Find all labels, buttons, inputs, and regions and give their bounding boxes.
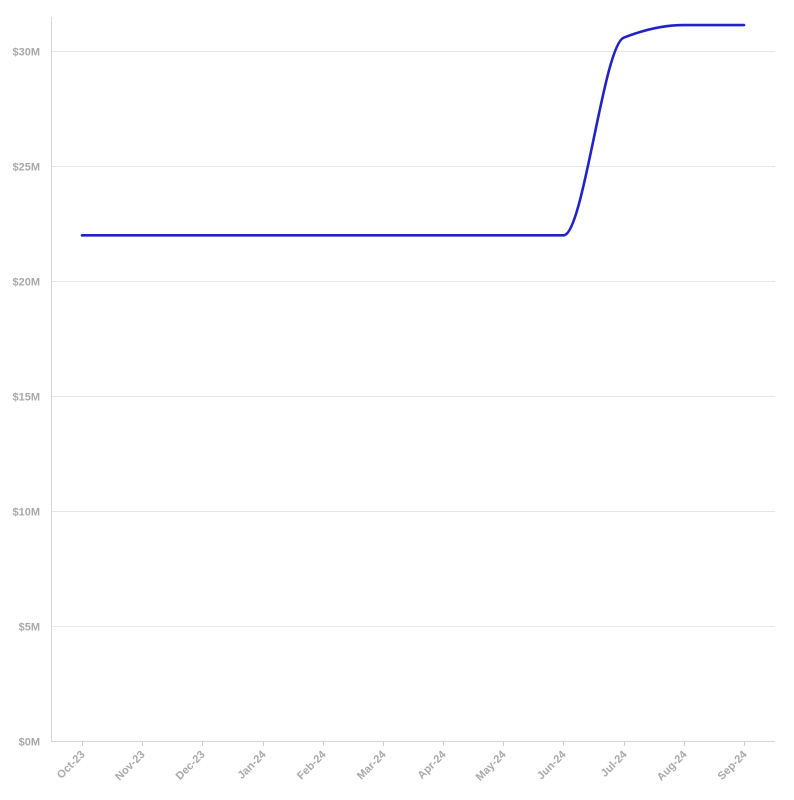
x-tick-label: Feb-24 bbox=[295, 748, 329, 782]
label-layer: $0M $5M $10M $15M $20M $25M $30M Oct-23 Nov-23 De… bbox=[12, 47, 750, 784]
x-tick-label: Jul-24 bbox=[599, 748, 631, 780]
x-tick-label: Jun-24 bbox=[535, 748, 569, 782]
x-tick-label: Nov-23 bbox=[113, 749, 147, 783]
grid-layer bbox=[51, 51, 775, 627]
y-tick-label: $0M bbox=[19, 737, 40, 749]
y-tick-label: $15M bbox=[12, 392, 40, 404]
series-line bbox=[80, 23, 746, 237]
y-tick-label: $25M bbox=[12, 162, 40, 174]
y-tick-label: $5M bbox=[19, 622, 40, 634]
axis-layer bbox=[51, 17, 775, 746]
x-tick-label: Oct-23 bbox=[55, 749, 88, 782]
x-tick-label: Apr-24 bbox=[415, 748, 449, 782]
x-tick-label: Jan-24 bbox=[235, 748, 269, 782]
y-tick-label: $30M bbox=[12, 47, 40, 59]
x-tick-label: May-24 bbox=[474, 748, 509, 783]
y-tick-label: $10M bbox=[12, 507, 40, 519]
y-tick-label: $20M bbox=[12, 277, 40, 289]
x-tick-label: Mar-24 bbox=[355, 748, 389, 782]
x-tick-label: Aug-24 bbox=[655, 748, 690, 783]
x-tick-label: Dec-23 bbox=[174, 749, 208, 783]
x-tick-label: Sep-24 bbox=[716, 748, 751, 783]
series-layer bbox=[80, 23, 746, 237]
